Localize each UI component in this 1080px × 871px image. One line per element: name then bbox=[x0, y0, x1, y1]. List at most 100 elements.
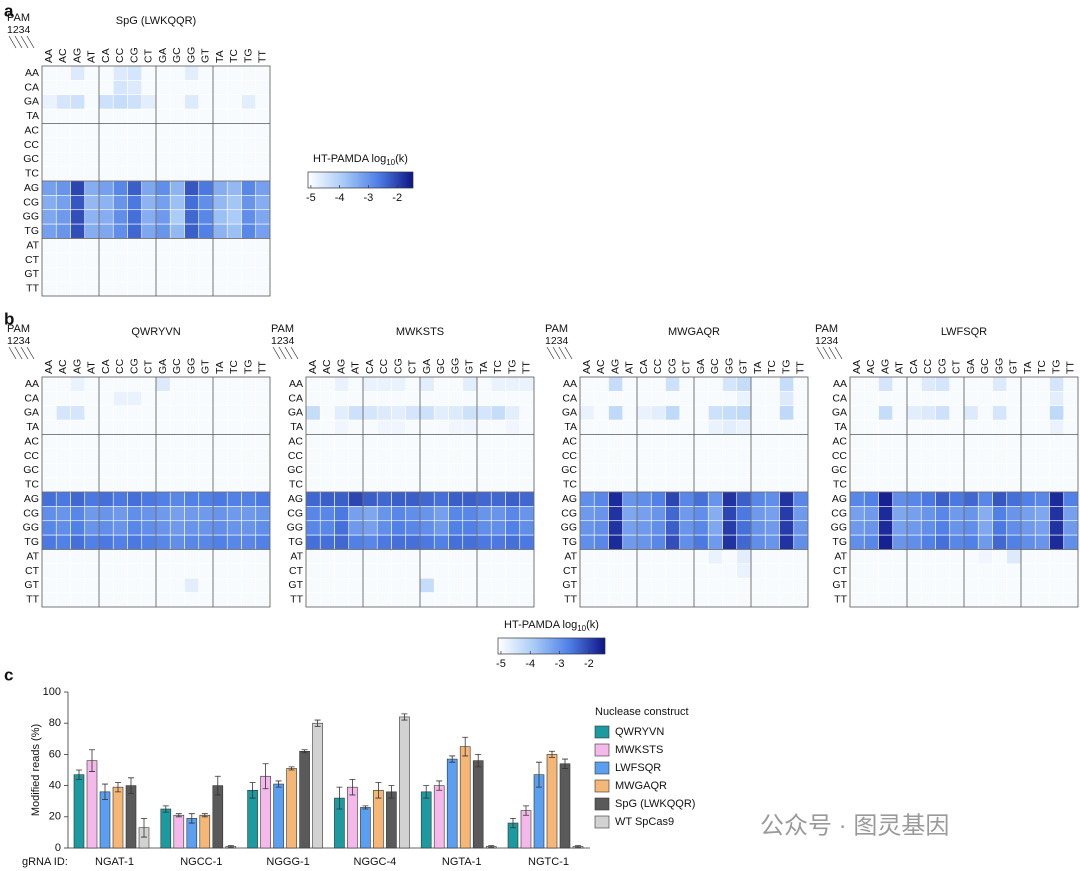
heatmap-cell bbox=[892, 563, 908, 579]
heatmap-cell bbox=[636, 448, 652, 464]
row-label: CG bbox=[287, 507, 303, 519]
heatmap-cell bbox=[184, 506, 200, 522]
heatmap-cell bbox=[679, 376, 695, 392]
bar bbox=[99, 791, 111, 849]
heatmap-cell bbox=[184, 65, 200, 81]
heatmap-cell bbox=[155, 65, 171, 81]
row-label: AG bbox=[24, 493, 39, 505]
heatmap-cell bbox=[665, 448, 681, 464]
heatmap-cell bbox=[98, 252, 114, 268]
heatmap-cell bbox=[212, 137, 228, 153]
heatmap-cell bbox=[764, 506, 780, 522]
heatmap-cell bbox=[793, 592, 809, 608]
heatmap-cell bbox=[622, 477, 638, 493]
heatmap-cell bbox=[112, 195, 128, 211]
heatmap-cell bbox=[736, 577, 752, 593]
heatmap-cell bbox=[665, 563, 681, 579]
heatmap-cell bbox=[112, 137, 128, 153]
heatmap-cell bbox=[155, 534, 171, 550]
heatmap-cell bbox=[462, 391, 478, 407]
heatmap-cell bbox=[141, 65, 157, 81]
colorbar-tick-label: -5 bbox=[496, 658, 506, 670]
heatmap-cell bbox=[949, 462, 965, 478]
heatmap-cell bbox=[305, 563, 321, 579]
heatmap-cell bbox=[198, 376, 214, 392]
heatmap-cell bbox=[226, 376, 242, 392]
y-axis-label: Modified reads (%) bbox=[30, 724, 42, 816]
heatmap-cell bbox=[490, 405, 506, 421]
heatmap-cell bbox=[155, 491, 171, 507]
heatmap-cell bbox=[693, 592, 709, 608]
heatmap-cell bbox=[665, 434, 681, 450]
heatmap-cell bbox=[405, 506, 421, 522]
heatmap-cell bbox=[448, 419, 464, 435]
heatmap-cell bbox=[41, 151, 57, 167]
heatmap-cell bbox=[1063, 477, 1079, 493]
heatmap-cell bbox=[419, 563, 435, 579]
row-label: GT bbox=[24, 579, 39, 591]
heatmap-cell bbox=[212, 563, 228, 579]
heatmap-cell bbox=[70, 577, 86, 593]
column-label: AA bbox=[851, 360, 863, 374]
heatmap-cell bbox=[226, 123, 242, 139]
column-label: GT bbox=[464, 359, 476, 374]
legend-title: Nuclease construct bbox=[595, 706, 689, 718]
column-label: GA bbox=[157, 48, 169, 63]
heatmap-cell bbox=[155, 195, 171, 211]
heatmap-cell bbox=[490, 577, 506, 593]
heatmap-cell bbox=[593, 391, 609, 407]
heatmap-border bbox=[849, 376, 1079, 608]
heatmap-cell bbox=[519, 419, 535, 435]
heatmap-cell bbox=[112, 592, 128, 608]
heatmap-cell bbox=[348, 549, 364, 565]
heatmap-cell bbox=[433, 419, 449, 435]
heatmap-cell bbox=[169, 462, 185, 478]
heatmap-cell bbox=[405, 434, 421, 450]
heatmap-cell bbox=[1020, 506, 1036, 522]
pam-label: PAM bbox=[545, 323, 568, 335]
heatmap-cell bbox=[679, 577, 695, 593]
colorbar-tick-label: -5 bbox=[306, 192, 316, 204]
heatmap-cell bbox=[419, 506, 435, 522]
row-label: TT bbox=[290, 594, 303, 606]
heatmap-cell bbox=[169, 549, 185, 565]
heatmap-cell bbox=[920, 477, 936, 493]
heatmap-cell bbox=[764, 549, 780, 565]
heatmap-cell bbox=[241, 94, 257, 110]
heatmap-cell bbox=[127, 209, 143, 225]
column-label: AG bbox=[71, 48, 83, 63]
heatmap-cell bbox=[391, 477, 407, 493]
heatmap-cell bbox=[198, 266, 214, 282]
heatmap-cell bbox=[41, 376, 57, 392]
heatmap-cell bbox=[707, 376, 723, 392]
heatmap-cell bbox=[241, 80, 257, 96]
heatmap-cell bbox=[892, 391, 908, 407]
heatmap-cell bbox=[198, 108, 214, 124]
heatmap-cell bbox=[70, 477, 86, 493]
heatmap-cell bbox=[41, 534, 57, 550]
heatmap-cell bbox=[405, 563, 421, 579]
heatmap-cell bbox=[112, 94, 128, 110]
column-label: GT bbox=[200, 48, 212, 63]
heatmap-cell bbox=[391, 520, 407, 536]
heatmap-cell bbox=[141, 506, 157, 522]
column-label: TG bbox=[1050, 359, 1062, 374]
heatmap-cell bbox=[376, 534, 392, 550]
heatmap-cell bbox=[892, 506, 908, 522]
heatmap-cell bbox=[184, 520, 200, 536]
column-label: CG bbox=[392, 358, 404, 374]
heatmap-cell bbox=[750, 592, 766, 608]
heatmap-cell bbox=[362, 376, 378, 392]
heatmap-cell bbox=[1063, 506, 1079, 522]
heatmap-cell bbox=[169, 391, 185, 407]
heatmap-cell bbox=[226, 577, 242, 593]
heatmap-cell bbox=[707, 477, 723, 493]
heatmap-cell bbox=[70, 419, 86, 435]
heatmap-cell bbox=[319, 549, 335, 565]
heatmap-cell bbox=[679, 563, 695, 579]
heatmap-cell bbox=[405, 592, 421, 608]
heatmap-cell bbox=[198, 391, 214, 407]
heatmap-cell bbox=[722, 549, 738, 565]
heatmap-cell bbox=[650, 534, 666, 550]
heatmap-cell bbox=[255, 506, 271, 522]
